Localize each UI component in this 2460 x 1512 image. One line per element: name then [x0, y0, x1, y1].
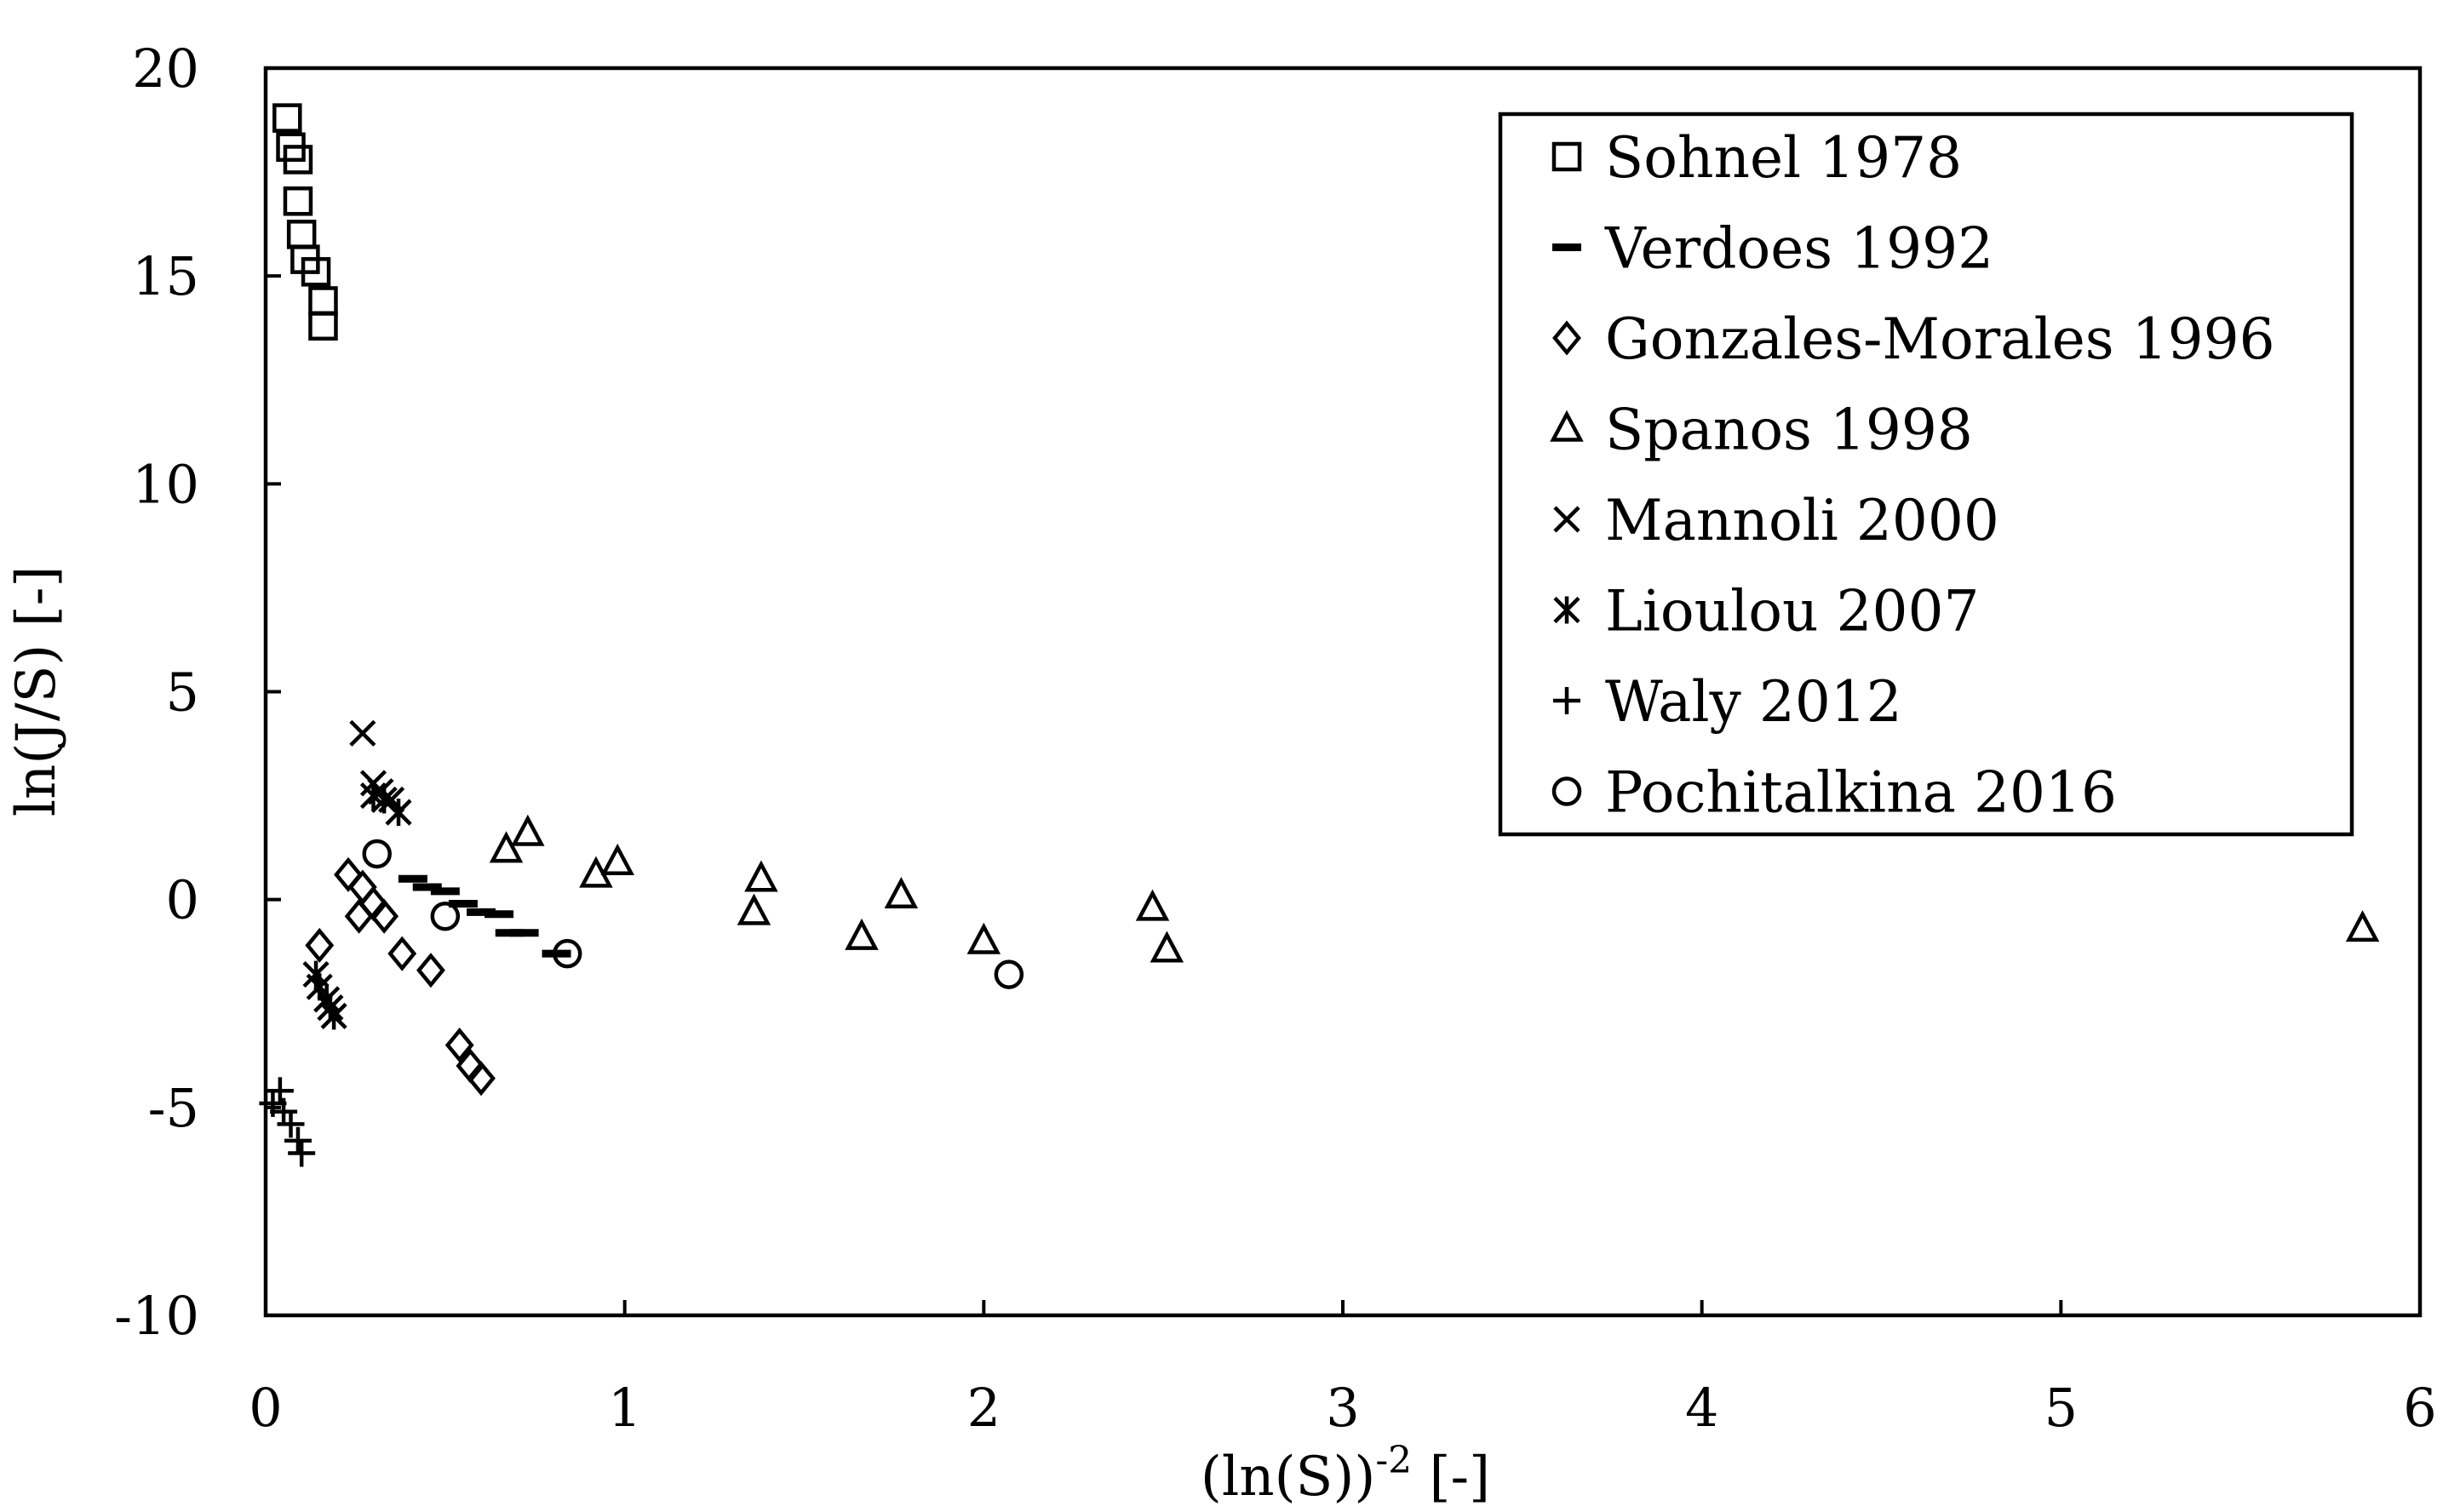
data-points: [259, 103, 2380, 1167]
data-point-circle: [430, 901, 461, 931]
x-axis-label: (ln(S))-2 [-]: [1201, 1439, 1490, 1509]
data-point-square: [283, 145, 313, 175]
data-point-triangle: [744, 860, 778, 892]
x-tick-label: 2: [967, 1377, 1001, 1439]
legend-label: Verdoes 1992: [1604, 216, 1993, 282]
legend-entry: Spanos 1998: [1550, 398, 1973, 463]
legend-entry: Pochitalkina 2016: [1551, 760, 2117, 826]
data-point-asterisk: [320, 1002, 347, 1030]
legend: Sohnel 1978 Verdoes 1992 Gonzales-Morales …: [1498, 112, 2354, 837]
legend-entry: Sohnel 1978: [1551, 125, 1962, 191]
legend-marker-asterisk: [1553, 596, 1580, 624]
legend-entry: Lioulou 2007: [1553, 579, 1979, 644]
data-point-triangle: [966, 922, 1001, 954]
data-point-square: [301, 257, 331, 287]
x-tick-label: 1: [608, 1377, 641, 1439]
data-point-diamond: [387, 936, 417, 971]
legend-label: Sohnel 1978: [1605, 125, 1962, 191]
data-point-asterisk: [385, 799, 412, 827]
data-point-plus: [266, 1077, 294, 1105]
legend-entry: Verdoes 1992: [1552, 216, 1993, 282]
legend-marker-triangle: [1550, 410, 1584, 442]
legend-label: Waly 2012: [1605, 669, 1902, 735]
data-point-diamond: [416, 953, 445, 988]
legend-label: Pochitalkina 2016: [1605, 760, 2117, 826]
data-point-triangle: [1135, 889, 1170, 921]
legend-marker-x: [1553, 506, 1580, 533]
legend-marker-circle: [1551, 776, 1582, 806]
y-tick-label: 20: [132, 37, 199, 100]
y-tick-label: 0: [166, 869, 199, 931]
legend-entry: Gonzales-Morales 1996: [1552, 306, 2275, 372]
data-point-diamond: [370, 898, 399, 934]
data-point-circle: [552, 938, 582, 969]
data-point-triangle: [884, 877, 919, 909]
x-axis-label-unit: [-]: [1412, 1446, 1490, 1509]
data-point-diamond: [334, 856, 363, 892]
data-point-plus: [277, 1110, 305, 1138]
legend-marker-diamond: [1552, 320, 1581, 356]
x-tick-label: 3: [1326, 1377, 1359, 1439]
data-point-square: [272, 103, 302, 133]
data-point-triangle: [1150, 931, 1184, 963]
y-axis-label: ln(J/S) [-]: [5, 566, 68, 817]
y-tick-label: -5: [148, 1077, 199, 1139]
legend-marker-plus: [1553, 687, 1580, 714]
data-point-diamond: [305, 927, 335, 963]
legend-label: Lioulou 2007: [1605, 579, 1979, 644]
x-tick-label: 5: [2044, 1377, 2078, 1439]
y-tick-label: 10: [132, 453, 199, 515]
data-point-square: [283, 186, 313, 216]
x-tick-label: 6: [2403, 1377, 2436, 1439]
data-point-plus: [288, 1139, 316, 1167]
data-point-triangle: [600, 843, 634, 875]
series-verdoes-1992: [398, 874, 571, 958]
data-point-square: [308, 311, 338, 341]
series-pochitalkina-2016: [362, 839, 1024, 989]
data-point-circle: [994, 959, 1024, 989]
data-point-triangle: [845, 918, 879, 950]
legend-box: [1498, 112, 2354, 837]
series-sohnel-1978: [272, 103, 338, 341]
legend-entry: Waly 2012: [1553, 669, 1902, 735]
legend-label: Mannoli 2000: [1605, 488, 1999, 553]
series-lioulou-2007: [302, 782, 412, 1030]
legend-entry: Mannoli 2000: [1553, 488, 1999, 553]
series-spanos-1998: [489, 814, 2380, 963]
y-tick-label: 15: [132, 245, 199, 307]
series-waly-2012: [259, 1077, 316, 1167]
legend-marker-square: [1551, 141, 1582, 172]
series-gonzales-morales-1996: [305, 856, 496, 1097]
x-tick-label: 4: [1685, 1377, 1718, 1439]
legend-label: Gonzales-Morales 1996: [1605, 306, 2275, 372]
x-axis-label-base: (ln(S)): [1201, 1446, 1375, 1509]
data-point-diamond: [444, 1028, 474, 1063]
y-tick-label: 5: [166, 662, 199, 724]
data-point-x: [349, 719, 376, 747]
data-point-circle: [362, 839, 392, 869]
x-tick-label: 0: [249, 1377, 282, 1439]
x-axis-label-exponent: -2: [1375, 1439, 1412, 1482]
data-point-plus: [284, 1126, 312, 1154]
y-tick-label: -10: [114, 1285, 199, 1347]
data-point-triangle: [489, 831, 524, 863]
data-point-diamond: [467, 1061, 496, 1097]
data-point-triangle: [2345, 910, 2380, 942]
data-point-triangle: [511, 814, 545, 846]
data-point-asterisk: [317, 994, 344, 1022]
data-point-triangle: [737, 893, 771, 925]
axis-ticks: 0 1 2 3 4 5 6 -10 -5 0 5 10 15 20: [114, 37, 2437, 1439]
legend-label: Spanos 1998: [1605, 398, 1973, 463]
